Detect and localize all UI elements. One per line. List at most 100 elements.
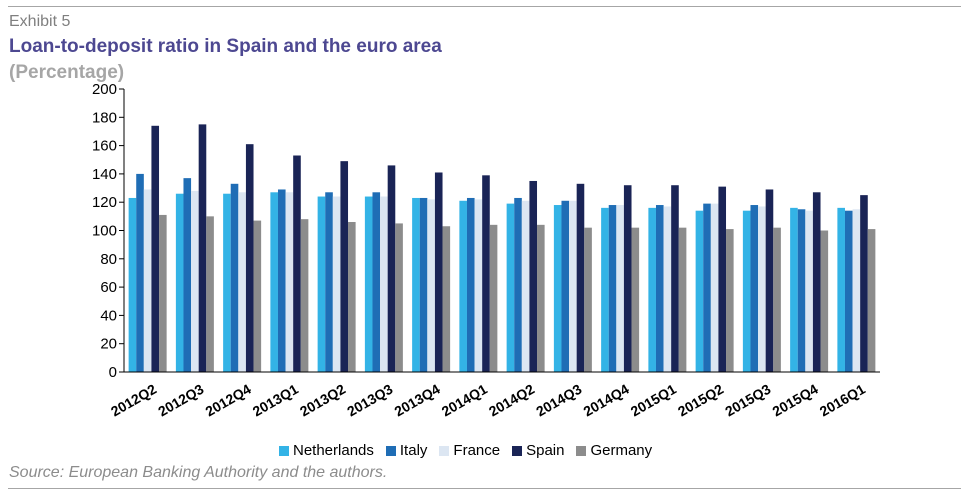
- bar-netherlands-2014q3: [553, 205, 562, 372]
- bar-spain-2014q1: [482, 175, 490, 372]
- y-tick-label: 20: [100, 336, 117, 353]
- bar-germany-2013q4: [442, 226, 451, 372]
- bar-italy-2012q2: [136, 173, 144, 372]
- bar-germany-2014q1: [489, 224, 498, 372]
- bar-spain-2012q4: [245, 144, 254, 372]
- bar-italy-2013q1: [277, 189, 286, 372]
- x-tick-label: 2012Q2: [108, 381, 159, 420]
- x-tick-label: 2012Q4: [202, 381, 253, 420]
- bar-germany-2013q2: [348, 222, 356, 372]
- bar-netherlands-2015q3: [742, 210, 751, 372]
- bar-netherlands-2013q3: [364, 196, 373, 372]
- bar-france-2014q1: [474, 199, 483, 372]
- bar-france-2013q1: [285, 192, 294, 372]
- bar-germany-2014q4: [631, 227, 640, 372]
- legend-swatch: [512, 445, 523, 456]
- bar-spain-2015q4: [812, 192, 821, 372]
- x-tick-label: 2014Q2: [486, 381, 537, 420]
- legend-label: France: [453, 442, 501, 459]
- x-axis: 2012Q22012Q32012Q42013Q12013Q22013Q32013…: [108, 371, 880, 420]
- bar-france-2013q2: [332, 196, 341, 372]
- bar-germany-2015q4: [820, 230, 829, 372]
- x-tick-label: 2012Q3: [155, 381, 206, 420]
- bar-spain-2014q4: [623, 185, 632, 372]
- bar-france-2015q2: [710, 203, 719, 372]
- chart-subtitle: (Percentage): [9, 62, 125, 83]
- bar-germany-2015q2: [726, 229, 734, 372]
- x-tick-label: 2013Q1: [250, 381, 301, 420]
- legend-item-spain: Spain: [512, 442, 564, 459]
- y-tick-label: 140: [92, 166, 117, 183]
- bar-spain-2013q2: [340, 161, 349, 372]
- bar-netherlands-2012q3: [175, 193, 184, 372]
- source-note: Source: European Banking Authority and t…: [9, 464, 388, 481]
- legend-label: Germany: [590, 442, 653, 459]
- bars: [128, 124, 876, 373]
- bar-netherlands-2016q1: [837, 207, 845, 372]
- y-tick-label: 180: [92, 109, 117, 126]
- legend-label: Netherlands: [293, 442, 374, 459]
- bar-netherlands-2014q2: [506, 203, 515, 372]
- bar-france-2012q2: [143, 189, 152, 372]
- bar-germany-2015q1: [678, 227, 687, 372]
- bar-france-2014q2: [521, 200, 530, 372]
- top-rule: [8, 6, 961, 7]
- bar-italy-2012q3: [183, 178, 192, 372]
- bar-spain-2014q3: [576, 183, 585, 372]
- bar-netherlands-2015q1: [648, 207, 656, 372]
- x-tick-label: 2014Q3: [533, 381, 584, 420]
- bar-netherlands-2015q4: [790, 207, 798, 372]
- bar-italy-2013q2: [325, 192, 333, 372]
- x-tick-label: 2014Q1: [439, 381, 490, 420]
- x-tick-label: 2016Q1: [817, 381, 868, 420]
- bar-germany-2012q4: [253, 220, 262, 372]
- x-tick-label: 2015Q1: [628, 381, 679, 420]
- bar-italy-2015q2: [703, 203, 711, 372]
- bar-italy-2013q3: [372, 192, 381, 372]
- legend-item-netherlands: Netherlands: [279, 442, 374, 459]
- bar-france-2015q4: [805, 210, 813, 372]
- legend-item-italy: Italy: [385, 442, 428, 459]
- bar-italy-2014q4: [608, 205, 617, 372]
- bar-netherlands-2013q1: [270, 192, 278, 372]
- legend-swatch: [279, 445, 289, 456]
- legend: Netherlands Italy France Spain Germany: [279, 442, 664, 459]
- y-tick-label: 80: [100, 251, 117, 268]
- bar-netherlands-2012q4: [223, 193, 231, 372]
- bar-germany-2013q1: [300, 219, 309, 372]
- bar-france-2012q4: [238, 192, 246, 372]
- bar-netherlands-2014q4: [601, 207, 609, 372]
- bar-italy-2013q4: [419, 197, 428, 372]
- bar-italy-2014q1: [466, 197, 475, 372]
- bar-germany-2012q2: [159, 214, 167, 372]
- bar-italy-2012q4: [230, 183, 239, 372]
- bar-france-2013q3: [380, 196, 388, 372]
- bar-france-2016q1: [852, 209, 861, 372]
- bar-netherlands-2014q1: [459, 200, 467, 372]
- bar-germany-2016q1: [867, 229, 876, 372]
- y-tick-label: 200: [92, 81, 117, 98]
- bar-netherlands-2015q2: [695, 210, 704, 372]
- y-tick-label: 60: [100, 279, 117, 296]
- bar-italy-2014q3: [561, 200, 570, 372]
- bar-spain-2015q2: [718, 186, 727, 372]
- bar-germany-2014q3: [584, 227, 592, 372]
- legend-label: Italy: [399, 442, 428, 459]
- x-tick-label: 2015Q2: [675, 381, 726, 420]
- y-tick-label: 100: [92, 223, 117, 240]
- y-axis: 0 20 40 60 80 100 120 140 160 180 200: [92, 81, 125, 381]
- bar-spain-2012q3: [198, 124, 207, 373]
- bar-netherlands-2012q2: [128, 197, 137, 372]
- y-tick-label: 120: [92, 194, 117, 211]
- bar-france-2015q3: [758, 206, 766, 372]
- bar-spain-2012q2: [151, 125, 160, 372]
- bar-spain-2015q1: [671, 185, 679, 372]
- chart-title: Loan-to-deposit ratio in Spain and the e…: [9, 36, 442, 57]
- x-tick-label: 2015Q4: [769, 381, 820, 420]
- y-tick-label: 0: [109, 364, 117, 381]
- bar-spain-2014q2: [529, 180, 538, 372]
- x-tick-label: 2014Q4: [580, 381, 631, 420]
- bar-france-2013q4: [427, 199, 435, 372]
- legend-label: Spain: [526, 442, 565, 459]
